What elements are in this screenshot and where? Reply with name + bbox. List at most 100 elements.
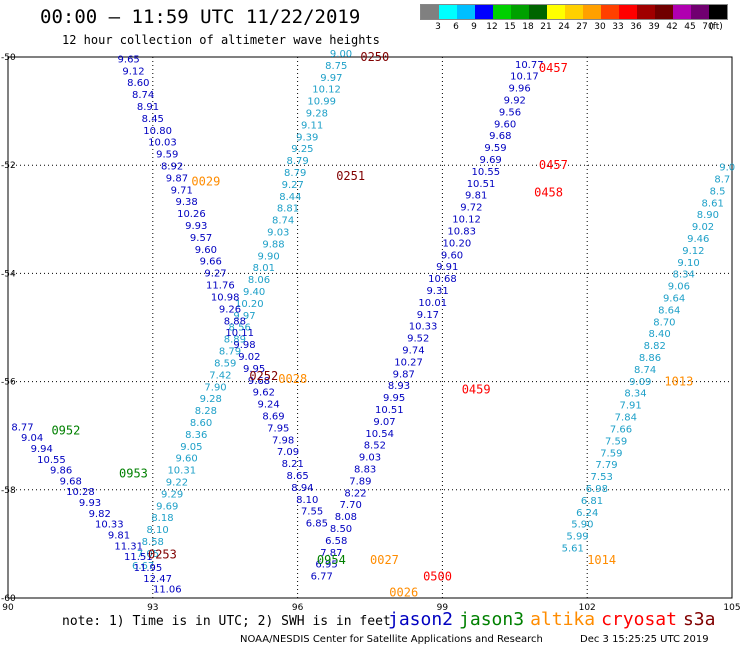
wave-height-value: 8.01 xyxy=(253,263,275,274)
wave-height-value: 6.98 xyxy=(586,484,608,495)
wave-height-value: 8.79 xyxy=(286,156,308,167)
legend-swatch xyxy=(583,5,601,19)
wave-height-value: 7.59 xyxy=(605,436,627,447)
wave-height-value: 9.87 xyxy=(393,369,415,380)
wave-height-value: 9.92 xyxy=(504,96,526,107)
wave-height-value: 12.47 xyxy=(143,574,172,585)
pass-time-label: 0458 xyxy=(534,185,563,199)
wave-height-value: 8.65 xyxy=(286,471,308,482)
wave-height-value: 9.27 xyxy=(204,269,226,280)
wave-height-value: 9.11 xyxy=(301,120,323,131)
wave-height-value: 8.18 xyxy=(151,513,173,524)
lon-tick-label: 105 xyxy=(723,603,740,613)
legend-label: 18 xyxy=(522,22,534,32)
wave-height-value: 8.70 xyxy=(653,317,675,328)
legend-swatch xyxy=(529,5,547,19)
wave-height-value: 9.40 xyxy=(243,287,265,298)
legend-labels: 3 6 9 12 15 18 21 24 27 30 33 36 39 42 45 70 (ft) xyxy=(420,20,728,34)
wave-height-value: 8.34 xyxy=(673,270,695,281)
wave-height-value: 9.64 xyxy=(663,294,685,305)
wave-height-value: 10.28 xyxy=(66,487,95,498)
wave-height-value: 6.67 xyxy=(132,561,154,572)
wave-height-value: 9.39 xyxy=(296,132,318,143)
wave-height-value: 9.87 xyxy=(166,173,188,184)
wave-height-value: 9.04 xyxy=(21,433,43,444)
pass-time-label: 0252 xyxy=(249,369,278,383)
wave-height-value: 5.61 xyxy=(562,543,584,554)
wave-height-value: 9.95 xyxy=(243,364,265,375)
wave-height-value: 10.01 xyxy=(418,298,447,309)
legend-color-bar xyxy=(420,4,728,20)
wave-height-value: 9.98 xyxy=(233,340,255,351)
wave-height-value: 9.91 xyxy=(436,262,458,273)
legend-label: 30 xyxy=(594,22,606,32)
pass-time-label: 0457 xyxy=(539,158,568,172)
wave-height-value: 10.55 xyxy=(37,455,66,466)
wave-height-value: 9.59 xyxy=(156,150,178,161)
wave-height-value: 9.10 xyxy=(677,258,699,269)
wave-height-value: 8.10 xyxy=(296,495,318,506)
legend-swatch xyxy=(709,5,727,19)
pass-time-label: 0954 xyxy=(317,553,346,567)
wave-height-value: 8.5 xyxy=(710,186,726,197)
wave-height-value: 8.79 xyxy=(284,168,306,179)
wave-height-value: 9.68 xyxy=(489,131,511,142)
wave-height-value: 6.81 xyxy=(581,496,603,507)
wave-height-value: 9.05 xyxy=(180,442,202,453)
wave-height-value: 6.85 xyxy=(306,519,328,530)
legend-swatch xyxy=(421,5,439,19)
wave-height-value: 10.20 xyxy=(235,299,264,310)
wave-height-value: 7.90 xyxy=(204,382,226,393)
legend-label: 15 xyxy=(504,22,516,32)
wave-height-value: 9.88 xyxy=(262,239,284,250)
lat-tick-label: -50 xyxy=(1,53,16,63)
satellite-s3a: s3a xyxy=(682,609,716,630)
wave-height-value: 9.60 xyxy=(195,245,217,256)
wave-height-value: 8.06 xyxy=(248,275,270,286)
wave-height-value: 8.74 xyxy=(132,90,154,101)
satellite-cryosat: cryosat xyxy=(601,609,677,630)
pass-time-label: 0253 xyxy=(148,548,177,562)
lat-tick-label: -52 xyxy=(1,161,16,171)
wave-height-value: 9.74 xyxy=(402,345,424,356)
legend-swatch xyxy=(673,5,691,19)
wave-height-value: 10.26 xyxy=(177,209,206,220)
legend-unit: (ft) xyxy=(709,22,723,32)
wave-height-value: 7.53 xyxy=(591,472,613,483)
wave-height-value: 9.95 xyxy=(383,393,405,404)
wave-height-value: 8.86 xyxy=(639,353,661,364)
legend-label: 21 xyxy=(540,22,552,32)
legend-swatch xyxy=(439,5,457,19)
wave-height-value: 11.76 xyxy=(206,281,235,292)
wave-height-value: 10.12 xyxy=(452,215,481,226)
wave-height-value: 10.83 xyxy=(447,226,476,237)
pass-time-label: 0952 xyxy=(51,423,80,437)
wave-height-value: 9.52 xyxy=(407,334,429,345)
wave-height-value: 6.24 xyxy=(576,508,598,519)
wave-height-value: 8.88 xyxy=(224,316,246,327)
wave-height-value: 9.03 xyxy=(359,453,381,464)
lat-tick-label: -60 xyxy=(1,594,16,604)
footer-note: note: 1) Time is in UTC; 2) SWH is in fe… xyxy=(62,614,391,629)
wave-height-value: 9.0 xyxy=(719,163,735,174)
footer-timestamp: Dec 3 15:25:25 UTC 2019 xyxy=(580,634,709,645)
wave-height-value: 10.98 xyxy=(211,292,240,303)
wave-height-value: 9.60 xyxy=(175,454,197,465)
wave-height-value: 10.99 xyxy=(307,97,336,108)
wave-height-value: 8.60 xyxy=(190,418,212,429)
wave-height-value: 9.27 xyxy=(282,180,304,191)
pass-time-label: 1013 xyxy=(664,375,693,389)
satellite-altika: altika xyxy=(530,609,596,630)
lon-tick-label: 93 xyxy=(147,603,158,613)
wave-height-value: 6.77 xyxy=(311,572,333,583)
wave-height-value: 8.81 xyxy=(277,204,299,215)
wave-height-value: 8.69 xyxy=(262,411,284,422)
wave-height-value: 9.97 xyxy=(320,73,342,84)
wave-height-value: 8.74 xyxy=(272,216,294,227)
legend-label: 42 xyxy=(666,22,678,32)
wave-height-value: 5.90 xyxy=(571,520,593,531)
wave-height-value: 8.90 xyxy=(697,210,719,221)
wave-height-value: 9.62 xyxy=(253,388,275,399)
wave-height-value: 9.71 xyxy=(171,185,193,196)
legend-swatch xyxy=(565,5,583,19)
